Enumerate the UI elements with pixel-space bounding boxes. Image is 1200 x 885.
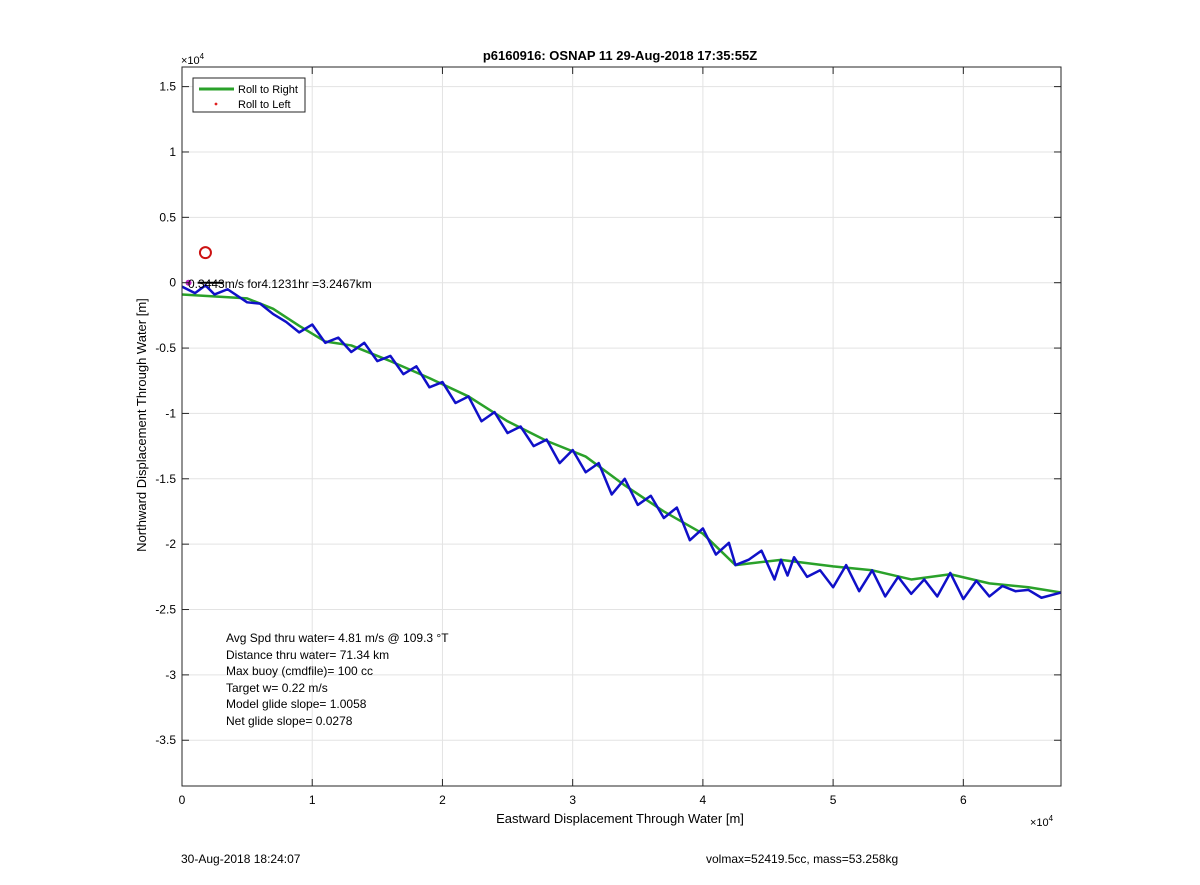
x-tick-label: 5 bbox=[830, 793, 837, 807]
x-tick-labels: 0 1 2 3 4 5 6 bbox=[179, 793, 967, 807]
y-tick-label: -0.5 bbox=[155, 341, 176, 355]
speed-annotation: 0.3443m/s for4.1231hr =3.2467km bbox=[188, 277, 372, 291]
x-tick-label: 4 bbox=[700, 793, 707, 807]
x-tick-label: 3 bbox=[569, 793, 576, 807]
stat-avg-speed: Avg Spd thru water= 4.81 m/s @ 109.3 °T bbox=[226, 631, 449, 645]
legend-label-roll-left: Roll to Left bbox=[238, 99, 291, 111]
y-axis-label: Northward Displacement Through Water [m] bbox=[134, 298, 149, 552]
x-tick-label: 6 bbox=[960, 793, 967, 807]
y-tick-label: 1 bbox=[169, 145, 176, 159]
y-tick-label: 0 bbox=[169, 276, 176, 290]
grid-lines bbox=[181, 67, 1061, 786]
x-tick-label: 0 bbox=[179, 793, 186, 807]
stats-block: Avg Spd thru water= 4.81 m/s @ 109.3 °T … bbox=[226, 631, 449, 728]
y-exponent-label: ×104 bbox=[181, 52, 205, 67]
footer-volmax-mass: volmax=52419.5cc, mass=53.258kg bbox=[706, 852, 899, 866]
y-tick-label: -1.5 bbox=[155, 472, 176, 486]
chart-title: p6160916: OSNAP 11 29-Aug-2018 17:35:55Z bbox=[483, 48, 757, 63]
stat-distance: Distance thru water= 71.34 km bbox=[226, 648, 389, 662]
y-tick-label: -3.5 bbox=[155, 733, 176, 747]
surface-marker-circle bbox=[198, 246, 212, 260]
x-tick-label: 2 bbox=[439, 793, 446, 807]
stat-max-buoy: Max buoy (cmdfile)= 100 cc bbox=[226, 664, 373, 678]
legend-box bbox=[192, 77, 306, 113]
stat-net-glide: Net glide slope= 0.0278 bbox=[226, 714, 353, 728]
axes-box bbox=[181, 66, 1062, 787]
plot-area bbox=[181, 246, 1062, 601]
series-trajectory-line bbox=[181, 284, 1062, 601]
y-tick-label: 1.5 bbox=[159, 80, 176, 94]
legend: Roll to Right Roll to Left bbox=[192, 77, 306, 113]
y-tick-label: -2.5 bbox=[155, 603, 176, 617]
x-exponent-label: ×104 bbox=[1030, 814, 1054, 829]
legend-label-roll-right: Roll to Right bbox=[238, 84, 298, 96]
y-tick-label: 0.5 bbox=[159, 210, 176, 224]
x-axis-label: Eastward Displacement Through Water [m] bbox=[496, 811, 744, 826]
tick-marks bbox=[181, 67, 1061, 786]
y-tick-labels: 1.5 1 0.5 0 -0.5 -1 -1.5 -2 -2.5 -3 -3.5 bbox=[155, 80, 176, 748]
legend-swatch-roll-left bbox=[214, 102, 218, 106]
series-roll-right-line bbox=[181, 293, 1062, 594]
y-tick-label: -2 bbox=[165, 537, 176, 551]
y-tick-label: -3 bbox=[165, 668, 176, 682]
x-tick-label: 1 bbox=[309, 793, 316, 807]
stat-model-glide: Model glide slope= 1.0058 bbox=[226, 697, 367, 711]
stat-target-w: Target w= 0.22 m/s bbox=[226, 681, 328, 695]
y-tick-label: -1 bbox=[165, 406, 176, 420]
footer-timestamp: 30-Aug-2018 18:24:07 bbox=[181, 852, 301, 866]
